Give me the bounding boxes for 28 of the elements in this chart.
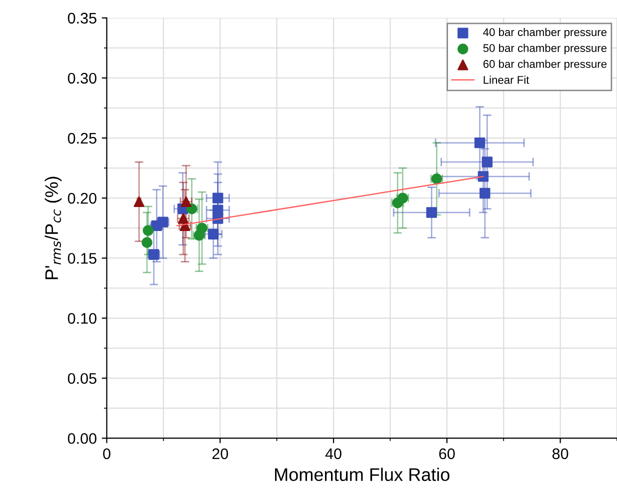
y-tick-label: 0.20 [68,192,96,204]
y-tick-label: 0.15 [68,252,96,264]
y-tick-label: 0.10 [68,313,96,324]
legend-label: 60 bar chamber pressure [483,60,607,70]
x-tick-label: 60 [439,448,455,460]
x-axis-title: Momentum Flux Ratio [275,468,450,482]
y-tick-label: 0.30 [68,72,96,84]
y-tick-label: 0.35 [68,12,96,24]
legend-label: Linear Fit [484,76,530,84]
y-tick-label: 0.05 [68,373,96,384]
point [134,196,144,208]
x-tick-label: 20 [212,448,228,460]
y-tick-label: 0.25 [68,132,96,144]
point [426,207,437,218]
point [480,188,490,199]
y-axis-title: P'$_{rms}$/P$_{cc}$ (%) [44,176,62,280]
point [482,156,493,168]
legend-label: 50 bar chamber pressure [483,44,607,54]
x-tick-label: 0 [103,448,110,460]
point [478,171,489,182]
x-tick-label: 80 [552,448,568,460]
point [208,228,219,240]
point [474,137,486,148]
point [212,192,224,204]
x-tick-label: 40 [325,448,342,460]
legend-label: 40 bar chamber pressure [483,28,607,38]
y-tick-label: 0.00 [68,433,96,444]
point [212,204,224,216]
